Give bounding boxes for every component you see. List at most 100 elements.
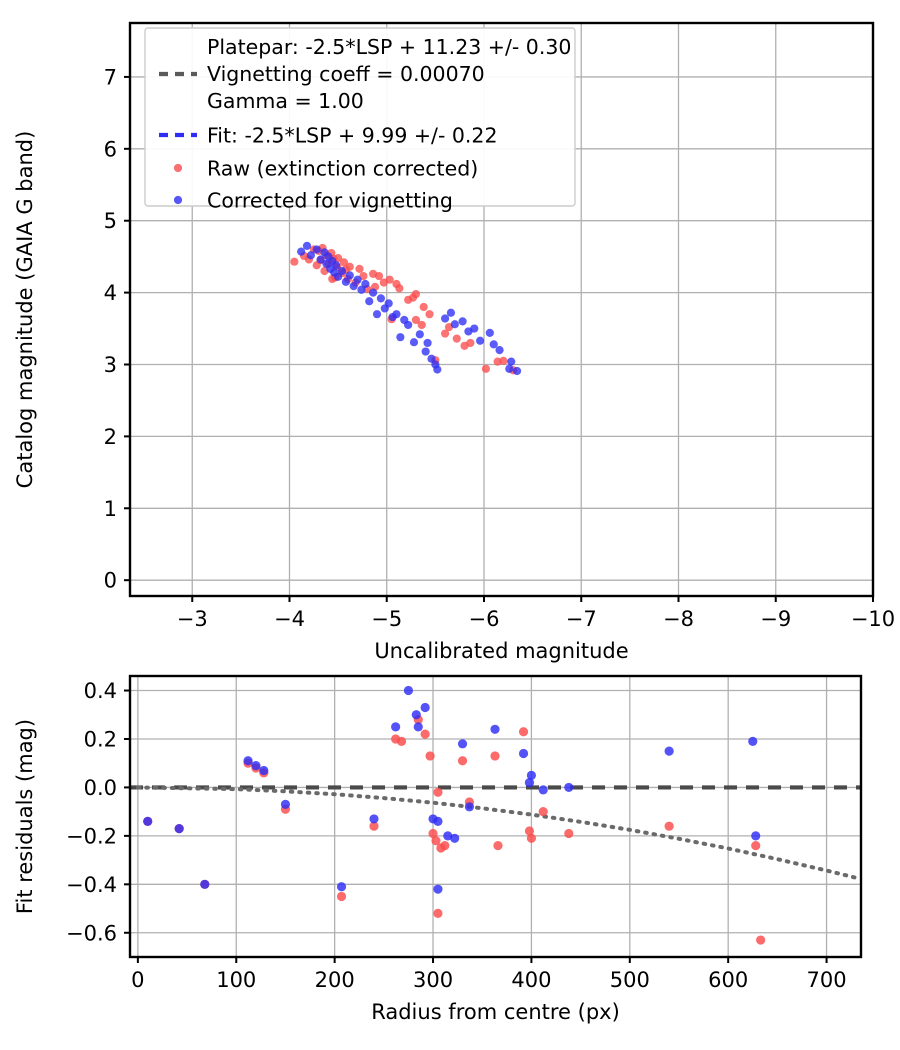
- scatter-point: [466, 338, 475, 348]
- x-tick-label: 300: [413, 968, 453, 992]
- residual-point: [336, 882, 347, 892]
- vignetting-curve: [135, 785, 861, 881]
- residual-point: [403, 685, 414, 696]
- scatter-point: [421, 347, 430, 356]
- x-tick-label: 100: [216, 968, 256, 992]
- residual-point: [564, 828, 574, 839]
- x-tick-label: 600: [708, 968, 748, 992]
- y-tick-label: 7: [104, 65, 117, 89]
- residual-point: [396, 736, 407, 747]
- residual-point: [280, 799, 291, 809]
- residual-point: [450, 833, 460, 843]
- legend-label: Vignetting coeff = 0.00070: [207, 62, 485, 86]
- scatter-point: [339, 258, 349, 267]
- y-tick-label: 3: [104, 353, 117, 377]
- scatter-point: [507, 357, 516, 366]
- x-tick-label: 400: [511, 968, 551, 992]
- residual-point: [433, 787, 443, 797]
- y-axis-label: Fit residuals (mag): [13, 719, 37, 914]
- y-tick-label: 1: [104, 497, 117, 521]
- scatter-point: [320, 248, 329, 257]
- residual-point: [490, 724, 500, 734]
- residual-point: [524, 777, 535, 788]
- residual-point: [664, 821, 674, 831]
- scatter-point: [341, 277, 350, 286]
- residual-point: [538, 785, 548, 795]
- scatter-point: [302, 241, 312, 250]
- residual-point: [369, 821, 379, 831]
- scatter-point: [345, 271, 354, 280]
- scatter-point: [431, 360, 440, 369]
- y-tick-label: −0.2: [66, 824, 117, 848]
- x-tick-label: −5: [371, 607, 402, 631]
- scatter-point: [404, 295, 413, 304]
- residual-point: [143, 816, 153, 826]
- scatter-point: [400, 315, 409, 325]
- y-tick-label: 6: [104, 137, 117, 161]
- scatter-point: [440, 314, 450, 323]
- scatter-point: [355, 264, 364, 273]
- legend-swatch-corrected: [173, 195, 183, 205]
- y-tick-label: 0.2: [84, 727, 117, 751]
- scatter-point: [379, 278, 388, 287]
- y-tick-label: 4: [104, 281, 117, 305]
- scatter-point: [312, 245, 321, 254]
- y-tick-label: 0.0: [84, 776, 117, 800]
- scatter-point: [312, 261, 321, 270]
- scatter-point: [452, 334, 461, 343]
- residual-point: [420, 729, 430, 739]
- residual-point: [251, 761, 261, 771]
- scatter-point: [357, 285, 366, 294]
- residual-point: [538, 807, 548, 817]
- scatter-point: [369, 288, 378, 297]
- residual-point: [756, 935, 766, 945]
- y-tick-label: −0.4: [66, 873, 117, 897]
- scatter-point: [417, 320, 426, 330]
- legend-label: Gamma = 1.00: [207, 89, 364, 113]
- legend-label: Fit: -2.5*LSP + 9.99 +/- 0.22: [207, 124, 498, 148]
- x-tick-label: −6: [469, 607, 500, 631]
- residual-point: [518, 748, 529, 759]
- scatter-point: [337, 266, 347, 276]
- legend-swatch-raw: [173, 163, 183, 173]
- x-tick-label: 0: [131, 968, 144, 992]
- residual-point: [751, 831, 761, 841]
- scatter-point: [446, 308, 456, 317]
- scatter-point: [458, 317, 467, 326]
- residual-point: [748, 736, 758, 747]
- residual-point: [391, 722, 401, 732]
- residual-point: [420, 702, 430, 713]
- x-tick-label: −8: [663, 607, 694, 631]
- scatter-point: [365, 297, 374, 306]
- residual-point: [259, 765, 269, 776]
- legend-label: Raw (extinction corrected): [207, 157, 478, 181]
- residual-point: [243, 756, 253, 766]
- scatter-point: [440, 329, 450, 338]
- scatter-point: [415, 330, 424, 339]
- residual-point: [493, 840, 503, 851]
- scatter-point: [396, 333, 405, 342]
- residual-point: [433, 816, 443, 826]
- y-tick-label: −0.6: [66, 921, 117, 945]
- x-tick-label: −10: [851, 607, 895, 631]
- photometric-calibration-plot: −3 −4 −5 −6 −7 −8 −9 −10 0 1 2 3 4 5 6 7 Uncalibrated ma…: [13, 21, 895, 663]
- x-tick-label: −4: [274, 607, 305, 631]
- residual-point: [411, 710, 421, 720]
- scatter-point: [485, 328, 494, 337]
- residual-point: [564, 782, 574, 793]
- scatter-point: [369, 269, 378, 279]
- scatter-point: [423, 338, 432, 348]
- scatter-point: [481, 364, 491, 373]
- y-axis-label: Catalog magnitude (GAIA G band): [13, 131, 37, 489]
- scatter-point: [316, 255, 325, 264]
- scatter-point: [409, 338, 419, 347]
- scatter-point: [349, 282, 358, 291]
- scatter-point: [411, 289, 421, 299]
- scatter-point: [427, 354, 436, 363]
- scatter-point: [361, 279, 370, 289]
- scatter-point: [505, 364, 514, 373]
- x-tick-label: 700: [807, 968, 847, 992]
- scatter-point: [450, 320, 459, 329]
- y-tick-label: 5: [104, 209, 117, 233]
